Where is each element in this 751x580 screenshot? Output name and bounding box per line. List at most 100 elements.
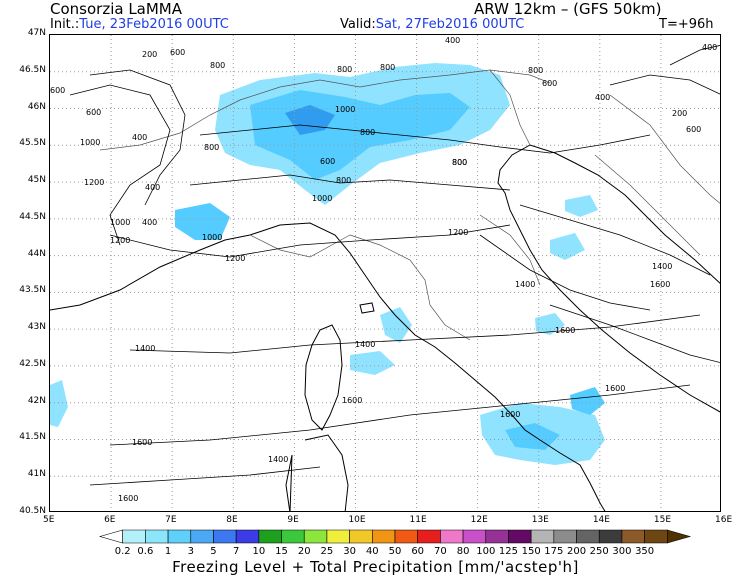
model-resolution: ARW 12km – (GFS 50km) — [474, 0, 662, 18]
contour-label: 400 — [595, 93, 610, 102]
lat-tick-label: 44.5N — [19, 211, 46, 222]
contour-label: 1400 — [515, 280, 535, 289]
lat-tick-label: 41N — [27, 469, 46, 480]
contour-label: 1000 — [335, 105, 355, 114]
colorbar-swatch — [667, 529, 692, 544]
lat-tick-label: 47N — [27, 28, 46, 38]
colorbar-swatch — [122, 529, 146, 544]
contour-800-ne — [609, 74, 720, 95]
contour-label: 1200 — [84, 178, 104, 187]
contour-label: 1000 — [312, 194, 332, 203]
colorbar-label: 5 — [210, 546, 216, 557]
contour-1200-east — [519, 204, 711, 276]
colorbar-label: 0.6 — [137, 546, 153, 557]
colorbar-label: 70 — [434, 546, 447, 557]
contour-label: 400 — [145, 183, 160, 192]
colorbar-label: 7 — [233, 546, 239, 557]
coast-sardinia — [285, 434, 349, 511]
colorbar-swatch — [98, 529, 123, 544]
coast-elba — [359, 302, 375, 314]
lat-tick-label: 42.5N — [19, 358, 46, 369]
lat-tick-label: 45N — [27, 175, 46, 186]
contour-400-ne — [669, 45, 720, 66]
contour-label: 400 — [132, 133, 147, 142]
lon-tick-label: 7E — [165, 515, 177, 525]
precip-tyrrhenian — [350, 351, 395, 375]
colorbar-label: 40 — [366, 546, 379, 557]
contour-label: 1600 — [500, 410, 520, 419]
colorbar-swatch — [326, 529, 350, 544]
colorbar-swatch — [576, 529, 600, 544]
contour-label: 400 — [702, 43, 717, 52]
contour-label: 800 — [380, 63, 395, 72]
map-panel: 600 200 800 800 800 400 400 800 600 400 … — [49, 34, 721, 512]
contour-label: 1600 — [555, 326, 575, 335]
contour-label: 600 — [686, 125, 701, 134]
colorbar-swatch — [235, 529, 260, 544]
colorbar-swatch — [349, 529, 373, 544]
lon-tick-label: 5E — [43, 515, 55, 525]
colorbar-label: 100 — [476, 546, 495, 557]
contour-label: 1600 — [342, 396, 362, 405]
contour-1200 — [109, 224, 511, 258]
coast-corsica — [304, 324, 343, 431]
precip-puglia — [570, 387, 605, 415]
colorbar-swatch — [145, 529, 169, 544]
colorbar-swatch — [462, 529, 487, 544]
colorbar-swatch — [167, 529, 192, 544]
lon-tick-label: 13E — [531, 515, 549, 525]
lon-tick-label: 6E — [104, 515, 116, 525]
map-canvas: 600 200 800 800 800 400 400 800 600 400 … — [50, 35, 720, 511]
colorbar-label: 15 — [275, 546, 288, 557]
colorbar-swatch — [190, 529, 214, 544]
colorbar-label: 20 — [298, 546, 311, 557]
lon-tick-label: 15E — [653, 515, 672, 525]
contour-label: 400 — [445, 36, 460, 45]
colorbar-swatch — [553, 529, 577, 544]
contour-1600-south — [109, 384, 691, 446]
contour-label: 600 — [320, 157, 335, 166]
contour-label: 600 — [86, 108, 101, 117]
lat-tick-label: 45.5N — [19, 138, 46, 149]
lon-tick-label: 16E — [715, 515, 733, 525]
freezing-level-contours — [69, 45, 720, 486]
contour-label: 1400 — [135, 344, 155, 353]
colorbar-label: 10 — [252, 546, 265, 557]
coast-italy — [50, 222, 606, 511]
colorbar-swatch — [621, 529, 645, 544]
contour-1000 — [189, 174, 511, 191]
contour-label: 800 — [528, 66, 543, 75]
contour-label: 200 — [672, 109, 687, 118]
colorbar-swatch — [303, 529, 328, 544]
lon-tick-label: 12E — [470, 515, 488, 525]
lon-tick-label: 14E — [592, 515, 610, 525]
precip-croatia — [565, 195, 598, 217]
contour-label: 1600 — [132, 438, 152, 447]
init-label: Init.: — [50, 17, 80, 32]
colorbar-label: 3 — [188, 546, 194, 557]
colorbar-swatch — [598, 529, 623, 544]
lon-tick-label: 11E — [409, 515, 427, 525]
colorbar-label: 125 — [499, 546, 518, 557]
contour-1600-sw — [89, 466, 321, 486]
precip-molise — [550, 233, 585, 260]
colorbar-label: 150 — [522, 546, 541, 557]
colorbar-swatch — [281, 529, 305, 544]
contour-label: 800 — [337, 65, 352, 74]
contour-labels: 600 200 800 800 800 400 400 800 600 400 … — [50, 36, 717, 503]
precipitation-areas — [50, 63, 605, 465]
contour-label: 600 — [170, 48, 185, 57]
lat-tick-label: 42N — [27, 395, 46, 406]
contour-label: 1600 — [118, 494, 138, 503]
colorbar-swatch — [530, 529, 555, 544]
precip-sardinia-west — [50, 380, 68, 427]
colorbar-label: 1 — [165, 546, 171, 557]
contour-1600-east — [549, 304, 720, 363]
lat-tick-label: 41.5N — [19, 432, 46, 443]
contour-400-west — [69, 84, 171, 246]
contour-label: 1400 — [268, 455, 288, 464]
colorbar-label: 25 — [321, 546, 334, 557]
valid-label: Valid: — [340, 17, 376, 32]
contour-label: 800 — [452, 158, 467, 167]
colorbar-swatch — [394, 529, 418, 544]
